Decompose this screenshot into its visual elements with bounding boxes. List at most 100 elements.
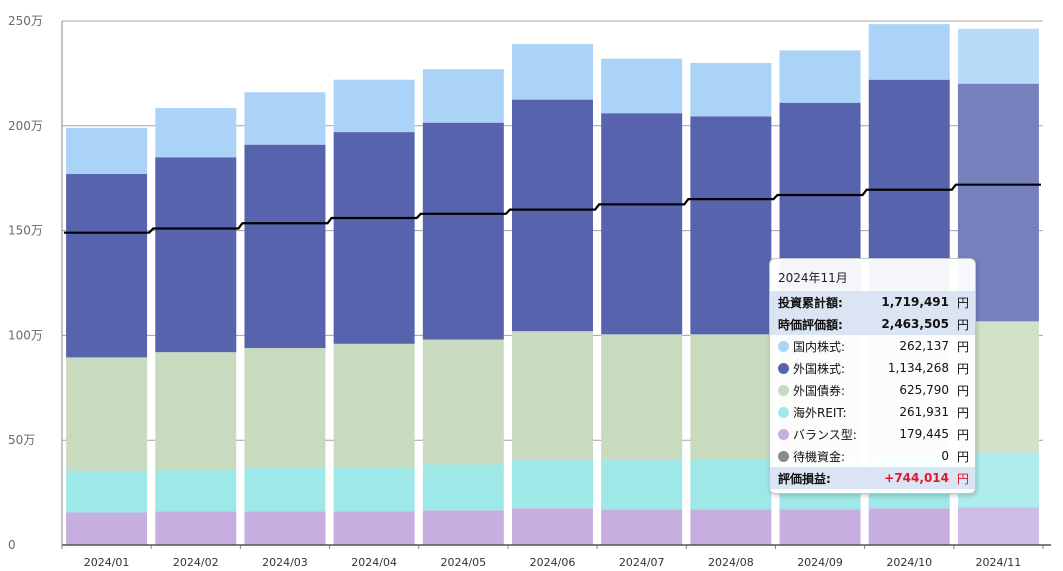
bar-segment-reit[interactable] [66, 470, 148, 513]
tooltip-value: 1,719,491 [881, 295, 949, 309]
tooltip-title: 2024年11月 [778, 271, 848, 285]
tooltip-value: 1,134,268 [887, 361, 949, 375]
tooltip-value: 2,463,505 [881, 317, 949, 331]
bar-segment-balance[interactable] [601, 509, 683, 545]
bar-segment-balance[interactable] [690, 509, 772, 545]
y-tick-label: 150万 [8, 224, 43, 238]
bar-segment-bond[interactable] [155, 352, 237, 470]
legend-dot-icon [778, 384, 789, 396]
tooltip-unit: 円 [956, 427, 969, 442]
y-tick-label: 250万 [8, 14, 43, 28]
tooltip-unit: 円 [956, 405, 969, 420]
bar-segment-balance[interactable] [512, 508, 593, 545]
y-tick-label: 0 [8, 538, 16, 552]
tooltip-unit: 円 [956, 383, 969, 398]
bar-segment-bond[interactable] [422, 339, 504, 465]
bar-segment-bond[interactable] [66, 357, 148, 471]
tooltip-row: 投資累計額: 1,719,491 円 [770, 291, 975, 313]
bar-segment-foreign[interactable] [155, 157, 237, 353]
tooltip-value: +744,014 [884, 471, 949, 485]
bar-segment-domestic[interactable] [779, 50, 861, 103]
bar-segment-reit[interactable] [690, 459, 772, 510]
tooltip-value: 262,137 [899, 339, 949, 353]
bar-segment-foreign[interactable] [690, 116, 772, 335]
tooltip-value: 261,931 [899, 405, 949, 419]
x-tick-label: 2024/05 [440, 556, 486, 569]
bar-segment-bond[interactable] [333, 343, 415, 468]
bar-segment-domestic[interactable] [868, 24, 950, 80]
tooltip-row: バランス型: 179,445 円 [770, 423, 975, 445]
y-tick-label: 50万 [8, 433, 35, 447]
bar-segment-reit[interactable] [333, 467, 415, 512]
x-tick-label: 2024/11 [976, 556, 1022, 569]
bar-segment-domestic[interactable] [244, 92, 326, 145]
bar-segment-reit[interactable] [244, 467, 326, 512]
chart-tooltip: 2024年11月 投資累計額: 1,719,491 円時価評価額: 2,463,505… [769, 258, 976, 494]
bar-segment-reit[interactable] [155, 469, 237, 512]
tooltip-row: 国内株式: 262,137 円 [770, 335, 975, 357]
bar-segment-balance[interactable] [155, 511, 237, 545]
bar-segment-balance[interactable] [244, 511, 326, 545]
bar-segment-foreign[interactable] [66, 174, 148, 358]
bar-segment-foreign[interactable] [601, 113, 683, 335]
invest-line-group [64, 183, 1041, 234]
bar-segment-balance[interactable] [957, 507, 1039, 545]
bar-segment-balance[interactable] [333, 511, 415, 545]
x-tick-label: 2024/07 [619, 556, 665, 569]
bar-segment-foreign[interactable] [333, 132, 415, 344]
x-tick-label: 2024/03 [262, 556, 308, 569]
bar-segment-domestic[interactable] [690, 62, 772, 117]
tooltip-rows: 投資累計額: 1,719,491 円時価評価額: 2,463,505 円国内株式: 262… [770, 291, 975, 489]
tooltip-row: 評価損益: +744,014 円 [770, 467, 975, 489]
tooltip-row: 時価評価額: 2,463,505 円 [770, 313, 975, 335]
y-tick-label: 200万 [8, 119, 43, 133]
tooltip-label: 待機資金: [793, 449, 846, 464]
bar-segment-domestic[interactable] [155, 107, 237, 158]
bar-segment-domestic[interactable] [66, 127, 148, 175]
tooltip-label: 時価評価額: [778, 317, 843, 332]
tooltip-unit: 円 [956, 295, 969, 310]
legend-dot-icon [778, 450, 789, 462]
bar-segment-domestic[interactable] [422, 69, 504, 123]
bar-segment-domestic[interactable] [601, 58, 683, 114]
bar-segment-bond[interactable] [690, 334, 772, 460]
tooltip-value: 179,445 [899, 427, 949, 441]
tooltip-row: 海外REIT: 261,931 円 [770, 401, 975, 423]
bar-segment-domestic[interactable] [957, 28, 1039, 84]
tooltip-value: 625,790 [899, 383, 949, 397]
bar-segment-reit[interactable] [512, 460, 593, 509]
bar-segment-bond[interactable] [244, 347, 326, 468]
tooltip-unit: 円 [956, 471, 969, 486]
tooltip-label: 海外REIT: [793, 405, 847, 420]
tooltip-unit: 円 [956, 449, 969, 464]
invest-line [64, 183, 1041, 234]
tooltip-value: 0 [941, 449, 949, 463]
bar-segment-reit[interactable] [422, 464, 504, 511]
y-tick-label: 100万 [8, 328, 43, 342]
tooltip-row: 外国株式: 1,134,268 円 [770, 357, 975, 379]
tooltip-row: 待機資金: 0 円 [770, 445, 975, 467]
x-tick-label: 2024/10 [886, 556, 932, 569]
bar-segment-bond[interactable] [601, 334, 683, 461]
bar-segment-balance[interactable] [779, 509, 861, 545]
bar-segment-balance[interactable] [422, 510, 504, 545]
x-tick-label: 2024/01 [84, 556, 130, 569]
bar-segment-foreign[interactable] [512, 99, 593, 332]
x-tick-label: 2024/08 [708, 556, 754, 569]
bar-segment-foreign[interactable] [244, 144, 326, 348]
bar-segment-balance[interactable] [868, 508, 950, 545]
bar-segment-bond[interactable] [512, 331, 593, 461]
bar-segment-domestic[interactable] [512, 44, 593, 100]
x-tick-label: 2024/09 [797, 556, 843, 569]
x-tick-label: 2024/02 [173, 556, 219, 569]
legend-dot-icon [778, 428, 789, 440]
bar-segment-domestic[interactable] [333, 79, 415, 133]
tooltip-unit: 円 [956, 361, 969, 376]
tooltip-row: 外国債券: 625,790 円 [770, 379, 975, 401]
bar-segment-reit[interactable] [601, 460, 683, 510]
bar-segment-foreign[interactable] [422, 122, 504, 340]
tooltip-label: 外国株式: [793, 361, 846, 376]
tooltip-unit: 円 [956, 317, 969, 332]
bar-segment-balance[interactable] [66, 512, 148, 545]
tooltip-label: 外国債券: [793, 383, 846, 398]
